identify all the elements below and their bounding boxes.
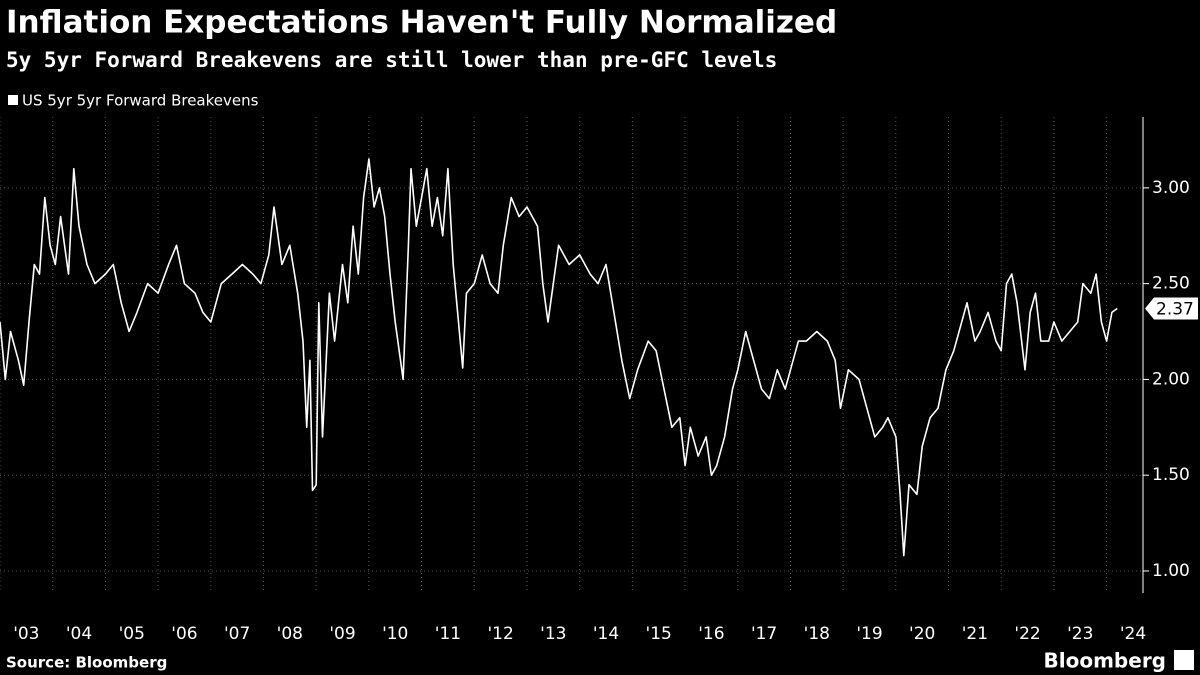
x-tick-label: '22 — [1014, 624, 1040, 644]
x-tick-label: '21 — [962, 624, 988, 644]
x-tick-label: '23 — [1067, 624, 1093, 644]
brand: Bloomberg — [1044, 649, 1166, 673]
x-tick-label: '20 — [909, 624, 935, 644]
x-tick-label: '24 — [1120, 624, 1146, 644]
x-tick-label: '07 — [224, 624, 250, 644]
x-tick-label: '18 — [804, 624, 830, 644]
y-tick-label: 2.50 — [1152, 274, 1190, 294]
x-tick-label: '05 — [119, 624, 145, 644]
x-tick-label: '17 — [751, 624, 777, 644]
legend-label: US 5yr 5yr Forward Breakevens — [22, 92, 259, 110]
x-tick-label: '15 — [646, 624, 672, 644]
x-tick-label: '06 — [171, 624, 197, 644]
x-tick-label: '16 — [698, 624, 724, 644]
value-tag — [1145, 297, 1198, 320]
source: Source: Bloomberg — [6, 654, 167, 672]
x-tick-label: '14 — [593, 624, 619, 644]
legend-swatch — [8, 95, 18, 105]
x-tick-label: '04 — [66, 624, 92, 644]
x-tick-label: '03 — [13, 624, 39, 644]
x-tick-label: '19 — [856, 624, 882, 644]
x-tick-label: '11 — [435, 624, 461, 644]
value-label: 2.37 — [1156, 300, 1194, 320]
y-tick-label: 1.00 — [1152, 561, 1190, 581]
line — [0, 158, 1118, 557]
chart-subtitle: 5y 5yr Forward Breakevens are still lowe… — [6, 48, 777, 72]
y-tick-label: 1.50 — [1152, 465, 1190, 485]
x-tick-label: '12 — [487, 624, 513, 644]
x-tick-label: '09 — [329, 624, 355, 644]
brand-icon — [1174, 650, 1194, 670]
y-tick-label: 3.00 — [1152, 178, 1190, 198]
x-tick-label: '13 — [540, 624, 566, 644]
chart-title: Inflation Expectations Haven't Fully Nor… — [6, 5, 837, 41]
x-tick-label: '08 — [277, 624, 303, 644]
x-tick-label: '10 — [382, 624, 408, 644]
y-tick-label: 2.00 — [1152, 369, 1190, 389]
